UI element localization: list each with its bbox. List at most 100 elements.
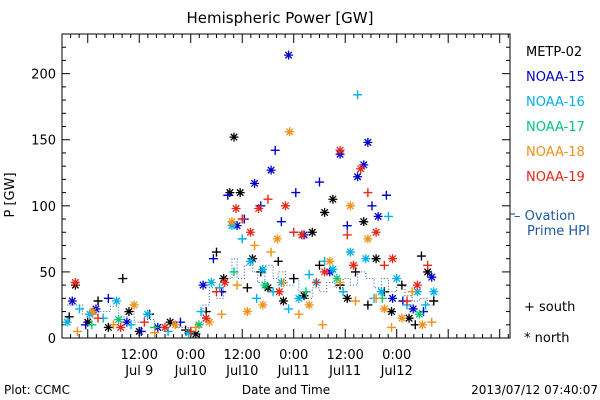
star-marker xyxy=(414,309,424,319)
star-marker xyxy=(342,293,352,303)
star-marker xyxy=(388,293,398,303)
star-marker xyxy=(335,145,345,155)
star-marker xyxy=(114,314,124,324)
star-marker xyxy=(359,160,369,170)
star-marker xyxy=(220,277,230,287)
star-marker xyxy=(206,277,216,287)
star-marker xyxy=(387,307,397,317)
star-marker xyxy=(353,172,363,182)
star-marker xyxy=(245,256,255,266)
star-marker xyxy=(67,296,77,306)
plus-marker xyxy=(276,217,286,227)
star-marker xyxy=(359,217,369,227)
star-marker xyxy=(320,207,330,217)
star-marker xyxy=(328,264,338,274)
x-tick-label: 12:00 xyxy=(326,348,363,363)
star-marker xyxy=(397,313,407,323)
star-marker xyxy=(201,313,211,323)
plus-marker xyxy=(304,270,314,280)
star-marker xyxy=(274,287,284,297)
star-marker xyxy=(427,272,437,282)
star-marker xyxy=(363,137,373,147)
star-marker xyxy=(280,201,290,211)
star-marker xyxy=(204,317,214,327)
plus-marker xyxy=(367,201,377,211)
plot-border xyxy=(61,33,511,339)
plus-marker xyxy=(342,221,352,231)
star-marker xyxy=(124,307,134,317)
x-tick-label: Jul 9 xyxy=(124,364,153,379)
plot-frame xyxy=(61,33,511,339)
star-marker xyxy=(345,247,355,257)
plus-marker xyxy=(311,277,321,287)
plus-marker xyxy=(139,317,149,327)
plus-marker xyxy=(407,287,417,297)
star-marker xyxy=(250,178,260,188)
plus-marker xyxy=(211,287,221,297)
plus-marker xyxy=(191,322,201,332)
star-marker xyxy=(307,227,317,237)
plus-marker xyxy=(387,322,397,332)
star-marker xyxy=(294,293,304,303)
plus-marker xyxy=(242,283,252,293)
ovation-line xyxy=(67,258,435,332)
star-marker xyxy=(194,320,204,330)
star-marker xyxy=(83,317,93,327)
plus-marker xyxy=(278,277,288,287)
star-marker xyxy=(160,322,170,332)
star-marker xyxy=(235,188,245,198)
star-marker xyxy=(129,300,139,310)
x-tick-label: Jul10 xyxy=(225,364,258,379)
legend-entry: NOAA-18 xyxy=(526,145,585,160)
data-markers xyxy=(62,50,439,339)
x-tick-label: Jul11 xyxy=(328,364,361,379)
plus-marker xyxy=(250,240,260,250)
y-tick-label: 150 xyxy=(31,134,56,149)
plus-marker xyxy=(208,254,218,264)
star-marker xyxy=(299,291,309,301)
plus-marker xyxy=(229,267,239,277)
y-tick-label: 0 xyxy=(48,332,56,347)
y-tick-label: 100 xyxy=(31,200,56,215)
plus-marker xyxy=(371,293,381,303)
star-marker xyxy=(278,296,288,306)
star-marker xyxy=(242,307,252,317)
plus-marker xyxy=(291,188,301,198)
star-marker xyxy=(408,304,418,314)
legend: METP-02 NOAA-15 NOAA-16 NOAA-17 NOAA-18 NOAA-… xyxy=(510,45,585,215)
star-marker xyxy=(348,260,358,270)
star-marker xyxy=(345,201,355,211)
star-marker xyxy=(258,264,268,274)
star-marker xyxy=(232,221,242,231)
star-marker xyxy=(112,296,122,306)
plus-marker xyxy=(232,280,242,290)
star-marker xyxy=(184,328,194,338)
footer-plot-source: Plot: CCMC xyxy=(4,383,70,397)
plus-marker xyxy=(223,190,233,200)
plus-marker xyxy=(284,304,294,314)
star-marker xyxy=(363,234,373,244)
plus-marker xyxy=(423,260,433,270)
plus-marker xyxy=(421,300,431,310)
star-marker xyxy=(122,317,132,327)
star-marker xyxy=(272,234,282,244)
plus-marker xyxy=(75,304,85,314)
star-marker xyxy=(376,287,386,297)
plus-marker xyxy=(289,274,299,284)
plus-marker xyxy=(196,307,206,317)
star-marker xyxy=(116,322,126,332)
plus-marker xyxy=(381,190,391,200)
plus-marker xyxy=(351,267,361,277)
star-marker xyxy=(332,274,342,284)
star-marker xyxy=(260,280,270,290)
legend-north-label: * north xyxy=(524,331,570,346)
plus-marker xyxy=(301,287,311,297)
y-tick-label: 200 xyxy=(31,68,56,83)
plus-marker xyxy=(266,247,276,257)
plus-marker xyxy=(289,227,299,237)
plus-marker xyxy=(87,320,97,330)
plus-marker xyxy=(314,260,324,270)
plus-marker xyxy=(363,188,373,198)
plus-marker xyxy=(211,247,221,257)
